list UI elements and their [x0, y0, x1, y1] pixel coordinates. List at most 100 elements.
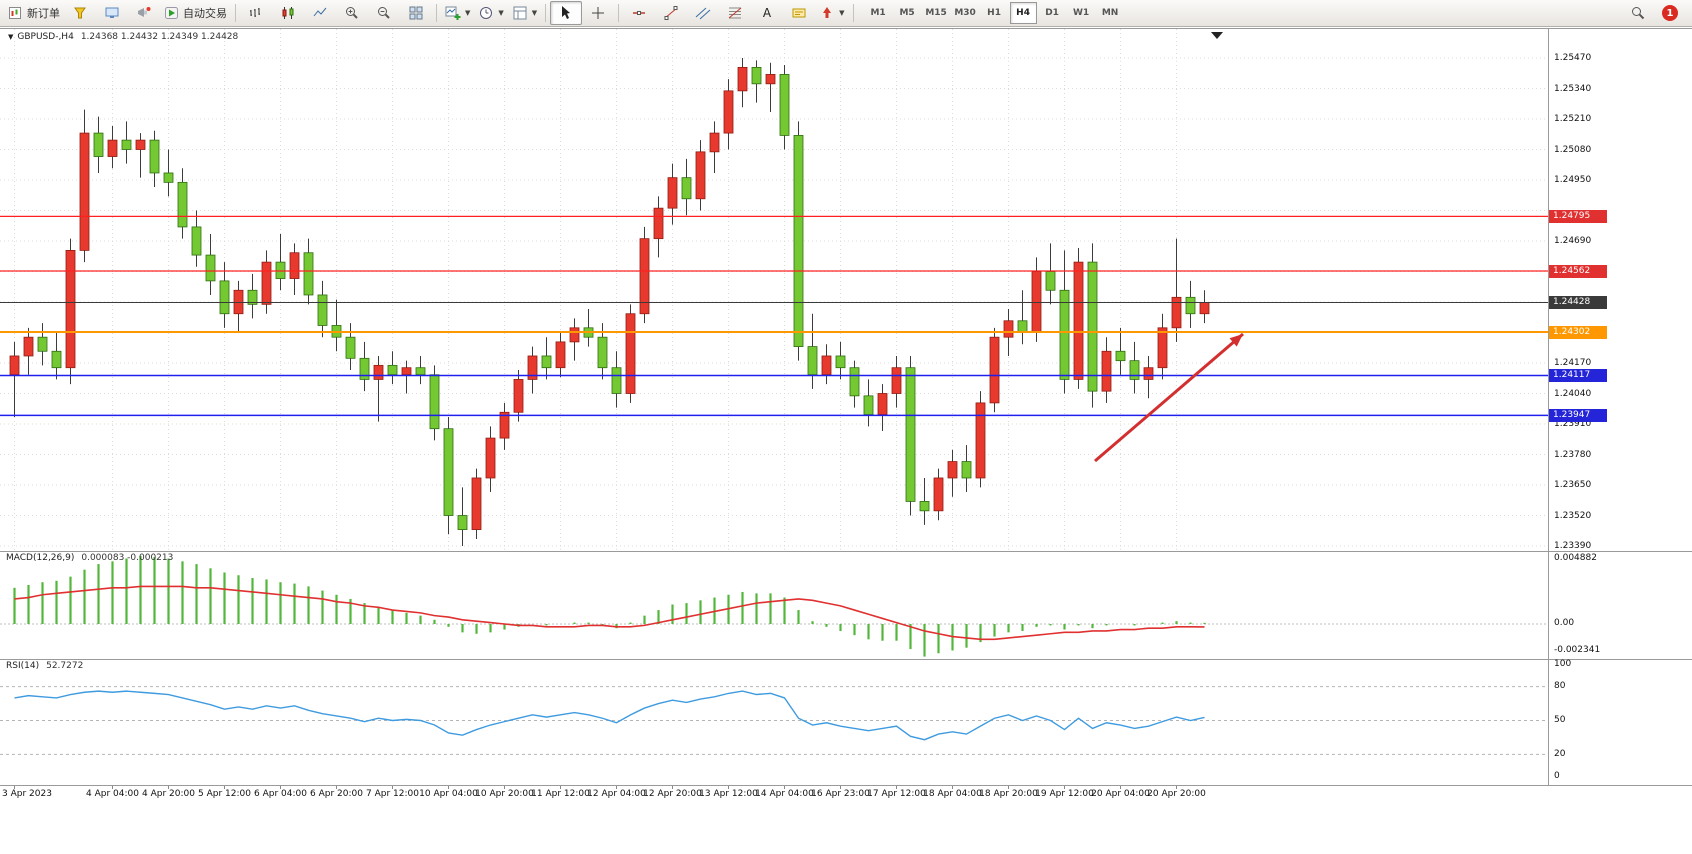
rsi-axis-label: 0 [1554, 771, 1560, 781]
timeframe-m15-button[interactable]: M15 [925, 8, 947, 18]
toolbar-right-group: 1 [1622, 1, 1688, 25]
text-icon: A [763, 6, 772, 20]
macd-values: 0.000083 -0.000213 [81, 553, 174, 563]
autotrading-button[interactable]: 自动交易 [160, 1, 231, 25]
chart-canvas[interactable] [0, 29, 1692, 809]
new-order-button[interactable]: 新订单 [4, 1, 64, 25]
price-axis-label: 1.24690 [1554, 236, 1592, 246]
price-axis-label: 1.24950 [1554, 175, 1592, 185]
price-tag: 1.24562 [1549, 264, 1607, 278]
signals-icon [138, 7, 151, 17]
panel-separator-macd[interactable] [0, 551, 1692, 552]
price-tag: 1.24302 [1549, 325, 1607, 339]
rsi-panel-title: RSI(14) 52.7272 [6, 661, 83, 671]
cursor-button[interactable] [550, 1, 583, 25]
timeframe-w1-button[interactable]: W1 [1072, 8, 1090, 18]
time-axis-label: 12 Apr 04:00 [587, 789, 646, 799]
timeframe-m5-button[interactable]: M5 [899, 8, 915, 18]
arrows-dropdown[interactable]: ▼ [815, 1, 848, 25]
svg-text:A: A [763, 6, 772, 20]
signals-button[interactable] [128, 1, 160, 25]
time-axis-label: 7 Apr 12:00 [366, 789, 419, 799]
horizontal-line-button[interactable] [623, 1, 655, 25]
toolbar-separator [436, 4, 437, 22]
price-axis-label: 1.25340 [1554, 83, 1592, 94]
chart-title: ▼ GBPUSD-,H4 1.24368 1.24432 1.24349 1.244… [8, 32, 238, 42]
timeframe-h4-button[interactable]: H4 [1009, 2, 1037, 24]
price-tag: 1.24428 [1549, 295, 1607, 309]
chevron-down-icon: ▼ [839, 9, 845, 17]
zoom-out-button[interactable] [368, 1, 400, 25]
candlestick-chart-button[interactable] [272, 1, 304, 25]
time-axis-label: 5 Apr 12:00 [198, 789, 251, 799]
price-axis-label: 1.24040 [1554, 388, 1592, 399]
timeframe-m30-button[interactable]: M30 [954, 8, 976, 18]
price-axis-label: 1.25080 [1554, 144, 1592, 155]
chevron-down-icon: ▼ [531, 9, 538, 17]
fibonacci-button[interactable] [719, 1, 751, 25]
price-tag: 1.24795 [1549, 209, 1607, 223]
time-axis-label: 20 Apr 20:00 [1147, 789, 1206, 799]
zoom-out-icon [378, 7, 390, 19]
time-axis-label: 11 Apr 12:00 [531, 789, 590, 799]
text-button[interactable]: A [751, 1, 783, 25]
template-dropdown[interactable]: ▼ [508, 1, 541, 25]
new-order-icon [9, 7, 21, 19]
bar-chart-icon [250, 8, 260, 17]
metaeditor-button[interactable] [64, 1, 96, 25]
toolbar-separator [618, 4, 620, 22]
template-icon [513, 6, 527, 20]
rsi-label: RSI(14) [6, 661, 40, 671]
tile-windows-icon [409, 6, 423, 20]
period-dropdown[interactable]: ▼ [474, 1, 507, 25]
fibonacci-icon [728, 7, 742, 19]
timeframe-mn-button[interactable]: MN [1101, 8, 1119, 18]
autotrading-icon [165, 7, 178, 19]
search-icon [1632, 7, 1645, 20]
ohlc-readout: 1.24368 1.24432 1.24349 1.24428 [80, 32, 239, 42]
panel-separator-rsi[interactable] [0, 659, 1692, 660]
label-button[interactable] [783, 1, 815, 25]
time-axis-label: 3 Apr 2023 [2, 789, 52, 799]
price-axis-label: 1.23390 [1554, 541, 1592, 551]
price-axis-label: 1.25470 [1554, 53, 1592, 63]
tile-windows-button[interactable] [400, 1, 432, 25]
candlestick-icon [282, 7, 294, 19]
rsi-axis-label: 20 [1554, 749, 1566, 759]
time-axis-label: 20 Apr 04:00 [1091, 789, 1150, 799]
market-watch-button[interactable] [96, 1, 128, 25]
macd-axis-label: -0.002341 [1554, 645, 1601, 655]
rsi-axis-label: 80 [1554, 681, 1566, 691]
timeframe-m1-button[interactable]: M1 [870, 8, 886, 18]
line-chart-button[interactable] [304, 1, 336, 25]
trendline-icon [664, 6, 678, 20]
time-axis-label: 4 Apr 20:00 [142, 789, 195, 799]
trendline-button[interactable] [655, 1, 687, 25]
macd-panel-title: MACD(12,26,9) 0.000083 -0.000213 [6, 553, 173, 563]
time-axis-label: 19 Apr 12:00 [1035, 789, 1094, 799]
price-axis-separator[interactable] [1548, 29, 1549, 785]
timeframe-h1-button[interactable]: H1 [987, 8, 1001, 18]
time-axis-label: 6 Apr 04:00 [254, 789, 307, 799]
time-axis-label: 13 Apr 12:00 [699, 789, 758, 799]
toolbar-separator [852, 4, 854, 22]
time-axis-label: 18 Apr 04:00 [923, 789, 982, 799]
timeframe-d1-button[interactable]: D1 [1045, 8, 1059, 18]
time-axis-label: 12 Apr 20:00 [643, 789, 702, 799]
bar-chart-button[interactable] [240, 1, 272, 25]
new-order-label: 新订单 [27, 7, 60, 20]
search-button[interactable] [1622, 1, 1654, 25]
quick-trade-caret-icon: ▼ [8, 33, 14, 41]
market-watch-icon [105, 7, 119, 18]
crosshair-button[interactable] [582, 1, 614, 25]
time-axis-separator [0, 785, 1692, 786]
channel-button[interactable] [687, 1, 719, 25]
macd-axis-label: 0.00 [1554, 618, 1575, 628]
zoom-in-button[interactable] [336, 1, 368, 25]
new-chart-dropdown[interactable]: ▼ [441, 1, 474, 25]
price-axis-label: 1.23650 [1554, 480, 1592, 490]
time-axis-label: 14 Apr 04:00 [755, 789, 814, 799]
macd-axis-label: 0.004882 [1554, 553, 1597, 563]
new-chart-icon [445, 6, 461, 20]
notifications-badge[interactable]: 1 [1662, 5, 1678, 21]
